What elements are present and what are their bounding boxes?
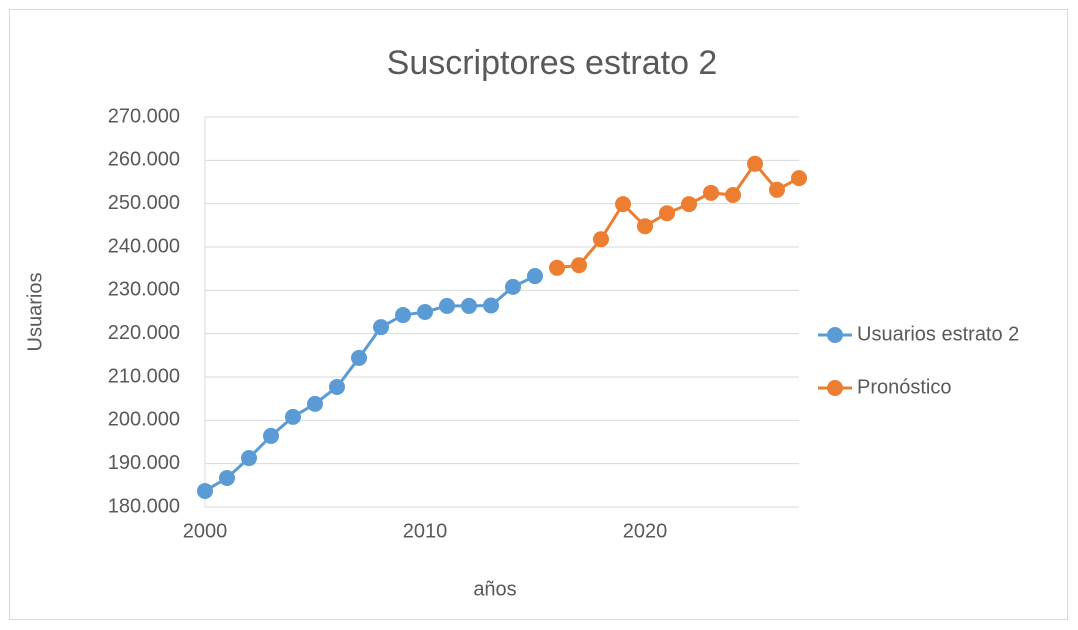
chart-title: Suscriptores estrato 2: [387, 44, 718, 82]
data-point: [659, 205, 675, 222]
data-point: [307, 395, 323, 412]
data-point: [285, 408, 301, 425]
y-tick-label: 180.000: [108, 495, 180, 517]
x-tick-label: 2010: [403, 520, 448, 542]
y-tick-label: 200.000: [108, 409, 180, 431]
chart-border: [9, 9, 1068, 620]
data-point: [527, 268, 543, 285]
data-point: [329, 378, 345, 395]
data-point: [395, 307, 411, 324]
data-point: [373, 319, 389, 336]
data-point: [219, 469, 235, 486]
y-tick-label: 230.000: [108, 279, 180, 301]
y-tick-label: 220.000: [108, 322, 180, 344]
data-point: [571, 257, 587, 274]
legend-label: Pronóstico: [857, 376, 952, 398]
y-tick-label: 210.000: [108, 365, 180, 387]
data-point: [197, 482, 213, 499]
data-point: [769, 181, 785, 198]
data-point: [615, 196, 631, 213]
legend-marker: [827, 380, 843, 396]
data-point: [703, 184, 719, 201]
data-point: [483, 297, 499, 314]
data-point: [241, 450, 257, 467]
legend-marker: [827, 327, 843, 343]
data-point: [681, 196, 697, 213]
y-tick-label: 240.000: [108, 235, 180, 257]
y-axis-label: Usuarios: [24, 273, 46, 352]
legend-label: Usuarios estrato 2: [857, 323, 1019, 345]
x-tick-label: 2020: [623, 520, 668, 542]
data-point: [747, 155, 763, 172]
y-tick-label: 190.000: [108, 452, 180, 474]
x-axis-label: años: [473, 578, 516, 600]
data-point: [351, 349, 367, 366]
x-tick-label: 2000: [183, 520, 228, 542]
y-tick-label: 270.000: [108, 105, 180, 127]
data-point: [637, 218, 653, 235]
y-tick-label: 260.000: [108, 149, 180, 171]
data-point: [461, 297, 477, 314]
data-point: [549, 259, 565, 276]
data-point: [505, 278, 521, 295]
data-point: [263, 427, 279, 444]
data-point: [725, 187, 741, 203]
data-point: [593, 231, 609, 248]
data-point: [417, 304, 433, 320]
series-line: [204, 274, 536, 493]
data-point: [791, 170, 807, 187]
data-point: [439, 297, 455, 314]
y-tick-label: 250.000: [108, 192, 180, 214]
